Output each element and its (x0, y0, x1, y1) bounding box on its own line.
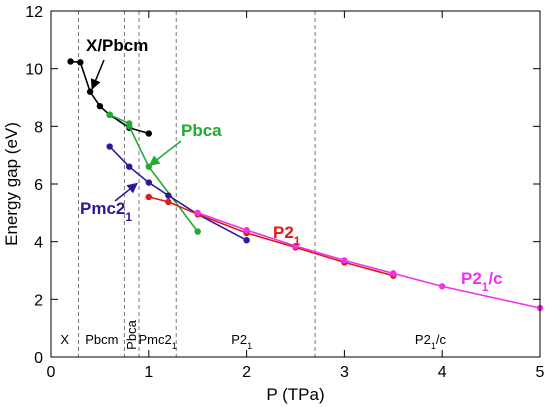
data-point (292, 242, 299, 250)
x-axis-ticks: 0 1 2 3 4 5 (47, 11, 545, 381)
series-line (109, 145, 247, 241)
label-subscript: 1 (431, 341, 436, 351)
data-point (165, 192, 172, 199)
annotation-label: Pmc21 (80, 199, 132, 224)
x-tick-label: 0 (47, 364, 56, 381)
series-2 (106, 143, 250, 244)
x-axis-label: P (TPa) (266, 385, 324, 404)
data-point (106, 111, 113, 119)
label-main: X (60, 332, 69, 347)
label-tail: /c (436, 332, 447, 347)
annotation-arrow (148, 140, 182, 166)
label-main: P2 (231, 332, 247, 347)
annotation-xpbcm: X/Pbcm (86, 36, 148, 90)
x-tick-label: 4 (438, 364, 447, 381)
series-line (70, 60, 150, 135)
data-point (243, 237, 250, 244)
phase-label: X (60, 332, 69, 347)
y-tick-label: 6 (34, 177, 43, 194)
phase-label: Pbcm (85, 332, 118, 347)
annotation-arrow (114, 182, 138, 202)
label-main: Pmc2 (80, 199, 125, 218)
data-point (145, 179, 152, 186)
data-series (67, 58, 544, 312)
y-tick-label: 2 (34, 292, 43, 309)
data-point (106, 143, 113, 150)
label-main: X/Pbcm (86, 36, 148, 55)
label-subscript: 1 (125, 210, 132, 224)
phase-boundaries (77, 11, 316, 357)
annotation-label: P21/c (461, 269, 503, 294)
x-tick-label: 2 (242, 364, 251, 381)
y-tick-label: 8 (34, 119, 43, 136)
label-subscript: 1 (294, 234, 301, 248)
phase-label: Pmc21 (138, 332, 176, 351)
label-main: Pbca (181, 121, 222, 140)
annotation-p21c: P21/c (461, 269, 503, 294)
data-point (165, 198, 172, 206)
data-point (194, 209, 201, 217)
label-main: P2 (461, 269, 482, 288)
phase-labels: X Pbcm Pbca Pmc21 P21 P21/c (60, 319, 446, 351)
annotation-arrow (90, 59, 105, 90)
annotation-label: X/Pbcm (86, 36, 148, 55)
phase-label: Pbca (124, 319, 139, 349)
annotation-label: Pbca (181, 121, 222, 140)
data-point (86, 88, 94, 95)
series-3 (145, 193, 397, 279)
data-point (126, 123, 133, 130)
label-main: Pbca (124, 319, 139, 349)
data-point (77, 59, 84, 66)
annotation-label: P21 (273, 223, 301, 248)
phase-label: P21 (231, 332, 252, 351)
label-subscript: 1 (482, 280, 489, 294)
phase-label: P21/c (415, 332, 447, 351)
data-point (439, 283, 446, 290)
annotation-p21: P21 (273, 223, 301, 248)
y-axis-ticks: 0 2 4 6 8 10 12 (25, 4, 540, 367)
y-tick-label: 4 (34, 235, 43, 252)
label-main: Pbcm (85, 332, 118, 347)
y-tick-label: 12 (25, 4, 43, 21)
data-point (145, 130, 152, 137)
data-point (243, 226, 250, 234)
y-tick-label: 10 (25, 62, 43, 79)
annotation-pmc21: Pmc21 (80, 182, 138, 224)
label-main: P2 (415, 332, 431, 347)
label-subscript: 1 (172, 341, 177, 351)
x-tick-label: 1 (144, 364, 153, 381)
x-tick-label: 5 (536, 364, 545, 381)
label-main: Pmc2 (138, 332, 171, 347)
data-point (67, 58, 74, 65)
x-tick-label: 3 (340, 364, 349, 381)
label-tail: /c (488, 269, 502, 288)
data-point (194, 228, 201, 235)
data-point (390, 270, 397, 277)
series-line (197, 212, 541, 309)
label-main: P2 (273, 223, 294, 242)
data-point (341, 257, 348, 264)
y-tick-label: 0 (34, 350, 43, 367)
data-point (126, 163, 133, 170)
data-point (145, 193, 152, 201)
label-subscript: 1 (247, 341, 252, 351)
y-axis-label: Energy gap (eV) (2, 122, 21, 246)
series-4 (194, 209, 544, 312)
annotation-pbca: Pbca (148, 121, 222, 166)
data-point (96, 102, 104, 110)
